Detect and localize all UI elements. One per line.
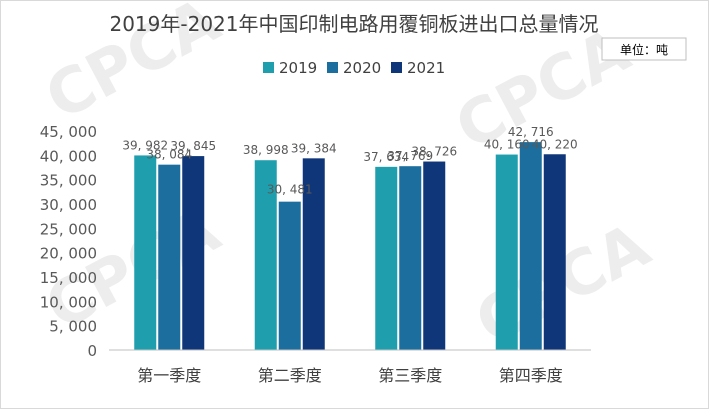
legend-swatch-2020 [327, 62, 338, 73]
data-label-2019-4: 40, 160 [484, 138, 530, 152]
y-tick-label: 10, 000 [40, 293, 97, 311]
y-axis: 0 5, 000 10, 000 15, 000 20, 000 25, 000 30, 0… [40, 123, 97, 360]
legend-label-2019: 2019 [279, 59, 317, 77]
bar-2021-1 [182, 156, 205, 350]
data-label-2021-4: 40, 220 [532, 137, 578, 151]
chart-title: 2019年-2021年中国印制电路用覆铜板进出口总量情况 [109, 12, 598, 36]
bar-2021-4 [543, 154, 566, 350]
legend-swatch-2021 [391, 62, 402, 73]
y-tick-label: 15, 000 [40, 269, 97, 287]
bar-2019-3 [375, 166, 398, 350]
bar-2019-2 [254, 160, 277, 350]
data-label-2020-1: 38, 084 [146, 148, 192, 162]
bar-2021-3 [423, 161, 446, 350]
legend-label-2021: 2021 [407, 59, 445, 77]
bar-2021-2 [302, 158, 325, 350]
data-label-2019-1: 39, 982 [122, 138, 168, 152]
x-tick-label: 第四季度 [499, 366, 563, 385]
data-label-2021-3: 38, 726 [411, 145, 457, 159]
y-tick-label: 0 [87, 342, 97, 360]
bar-2019-4 [495, 154, 518, 350]
y-tick-label: 25, 000 [40, 220, 97, 238]
unit-label-box: 单位：吨 [601, 37, 687, 61]
y-tick-label: 40, 000 [40, 147, 97, 165]
data-label-2021-2: 39, 384 [291, 141, 337, 155]
y-tick-label: 45, 000 [40, 123, 97, 141]
legend: 2019 2020 2021 [263, 59, 445, 77]
bar-2020-2 [278, 201, 301, 350]
bar-2020-1 [158, 164, 181, 350]
watermark-layer: CPCACPCACPCACPCA [34, 1, 661, 359]
data-label-2019-3: 37, 634 [363, 150, 409, 164]
data-label-2020-2: 30, 481 [267, 183, 313, 197]
unit-label: 单位：吨 [620, 42, 668, 57]
x-axis: 第一季度 第二季度 第三季度 第四季度 [109, 349, 591, 385]
y-tick-label: 20, 000 [40, 245, 97, 263]
y-tick-label: 35, 000 [40, 172, 97, 190]
bars [134, 142, 566, 350]
x-tick-label: 第二季度 [258, 366, 322, 385]
y-tick-label: 30, 000 [40, 196, 97, 214]
data-label-2020-3: 37, 769 [387, 149, 433, 163]
data-label-2021-1: 39, 845 [170, 139, 216, 153]
bar-2019-1 [134, 155, 157, 350]
legend-label-2020: 2020 [343, 59, 381, 77]
x-tick-label: 第三季度 [378, 366, 442, 385]
bar-2020-4 [519, 142, 542, 350]
y-tick-label: 5, 000 [49, 318, 97, 336]
legend-swatch-2019 [263, 62, 274, 73]
data-label-2020-4: 42, 716 [508, 125, 554, 139]
data-label-2019-2: 38, 998 [243, 143, 289, 157]
x-tick-label: 第一季度 [137, 366, 201, 385]
bar-2020-3 [399, 166, 422, 350]
